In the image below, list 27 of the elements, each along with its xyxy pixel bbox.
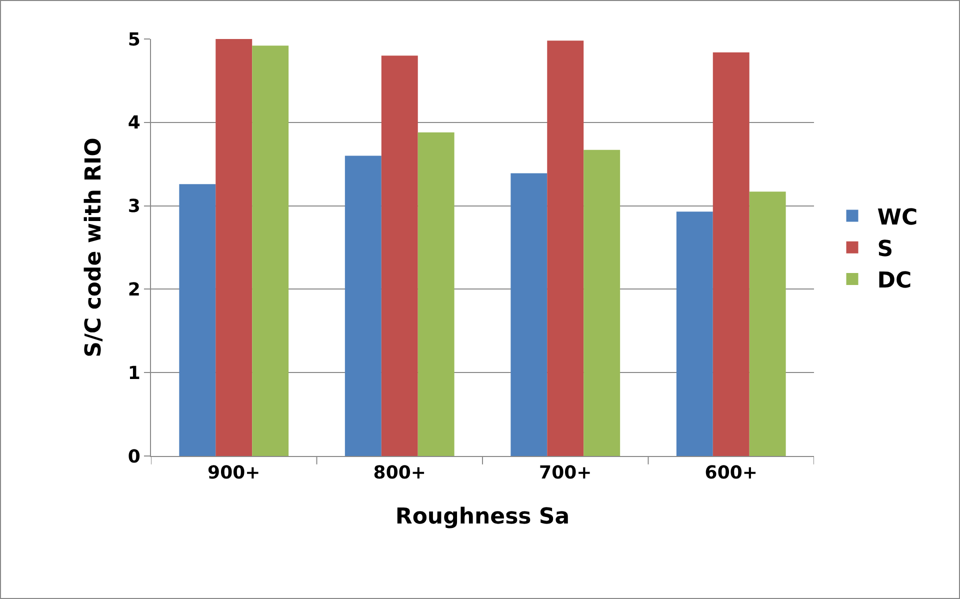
y-tick-label: 0 <box>128 446 140 468</box>
y-tick-label: 3 <box>128 196 140 218</box>
y-tick-label: 4 <box>128 112 140 134</box>
bar <box>676 212 713 456</box>
bar <box>547 40 584 456</box>
x-axis-title: Roughness Sa <box>395 504 570 530</box>
y-tick-label: 5 <box>128 29 140 50</box>
legend-label: S <box>877 236 894 262</box>
x-tick-label: 700+ <box>539 462 592 484</box>
bar <box>510 173 548 456</box>
bar <box>418 132 454 456</box>
legend-label: DC <box>877 268 912 294</box>
y-tick-label: 2 <box>128 280 140 300</box>
bar <box>584 150 620 456</box>
x-tick-label: 600+ <box>704 462 758 484</box>
y-axis-title: S/C code with RIO <box>82 138 107 358</box>
bar <box>252 46 289 456</box>
x-tick-label: 900+ <box>208 462 260 484</box>
bar <box>749 192 786 456</box>
y-tick-label: 1 <box>128 362 140 384</box>
bar <box>712 52 750 456</box>
x-tick-label: 800+ <box>373 462 426 484</box>
bar <box>216 39 252 456</box>
bar <box>179 184 216 456</box>
bar <box>381 56 418 456</box>
bar <box>344 156 382 456</box>
legend-label: WC <box>877 205 918 230</box>
